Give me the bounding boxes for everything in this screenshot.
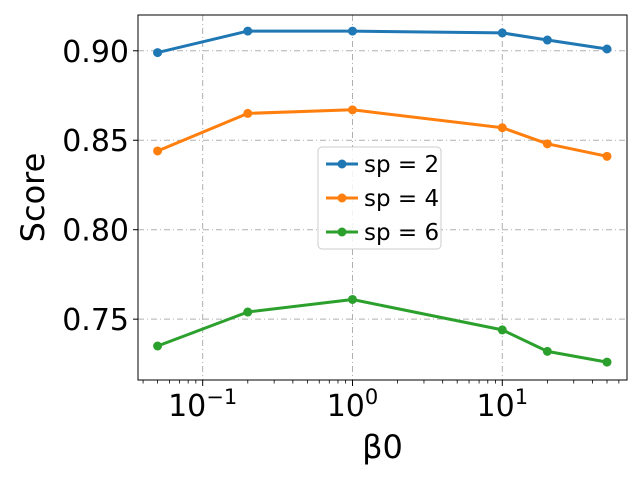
series-3 <box>153 294 612 367</box>
legend-label: sp = 2 <box>364 152 439 178</box>
data-point <box>153 48 163 58</box>
legend-item: sp = 4 <box>326 186 439 212</box>
legend-label: sp = 4 <box>364 186 439 212</box>
x-axis-label: β0 <box>362 428 403 466</box>
data-point <box>542 35 552 45</box>
x-tick-label-exponent: 1 <box>515 385 528 409</box>
data-point <box>243 307 253 317</box>
series-line <box>157 108 608 158</box>
data-point <box>497 28 507 38</box>
data-point <box>347 294 357 304</box>
series-1 <box>153 26 612 58</box>
y-tick-label: 0.85 <box>62 124 129 159</box>
x-tick-label-base: 10 <box>477 389 515 424</box>
y-tick-label: 0.75 <box>62 303 129 338</box>
data-point <box>347 105 357 115</box>
series-layer <box>153 26 612 367</box>
x-tick-label: 100 <box>327 385 379 424</box>
y-tick-label: 0.80 <box>62 214 129 249</box>
plot-area-frame <box>137 14 628 381</box>
legend-item: sp = 2 <box>326 152 439 178</box>
x-tick-label-base: 10 <box>327 389 365 424</box>
x-tick-label-exponent: 0 <box>365 385 378 409</box>
legend-marker <box>337 193 347 203</box>
series-line <box>157 29 608 55</box>
data-point <box>243 26 253 36</box>
data-point <box>542 346 552 356</box>
data-point <box>497 123 507 133</box>
legend-item: sp = 6 <box>326 220 439 246</box>
series-2 <box>153 105 612 161</box>
legend-marker <box>337 227 347 237</box>
x-tick-label-base: 10 <box>168 389 206 424</box>
data-point <box>347 26 357 36</box>
y-tick-label: 0.90 <box>62 35 129 70</box>
data-point <box>497 325 507 335</box>
data-point <box>602 44 612 54</box>
data-point <box>542 139 552 149</box>
x-tick-label: 10−1 <box>168 385 237 424</box>
legend-label: sp = 6 <box>364 220 439 246</box>
x-tick-label: 101 <box>477 385 529 424</box>
data-point <box>153 146 163 156</box>
data-point <box>602 357 612 367</box>
legend-marker <box>337 159 347 169</box>
y-axis-label: Score <box>14 153 52 243</box>
data-point <box>243 108 253 118</box>
legend: sp = 2 sp = 4 sp = 6 <box>317 146 442 250</box>
x-tick-label-exponent: −1 <box>206 385 237 409</box>
legend-box <box>317 146 442 250</box>
data-point <box>602 151 612 161</box>
series-line <box>157 298 608 364</box>
data-point <box>153 341 163 351</box>
